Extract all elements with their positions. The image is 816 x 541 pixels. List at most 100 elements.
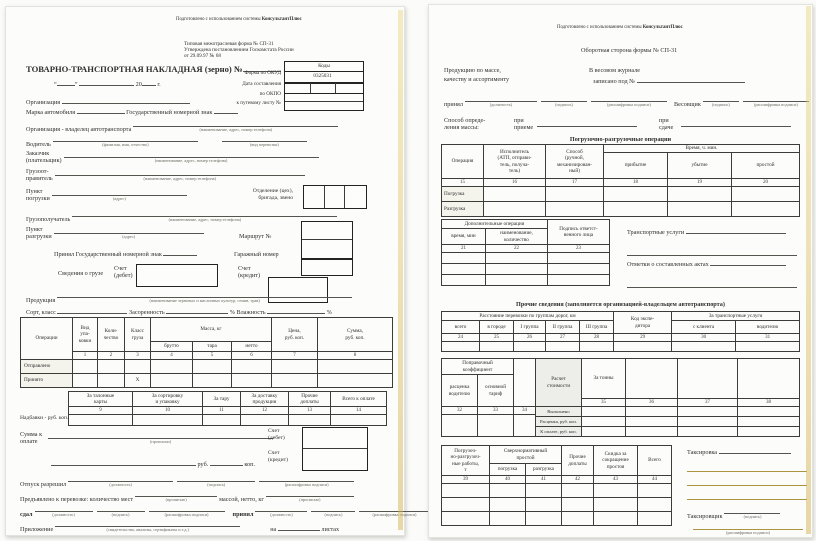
blank-doc-number: [242, 65, 281, 72]
col-header-34: [513, 358, 537, 407]
row-transport-services: Транспортные услуги: [627, 227, 786, 236]
blank-line: [687, 479, 807, 486]
col-header-arrival: прибытие: [603, 152, 668, 179]
col-num: 17: [545, 178, 604, 187]
row-taxer: Таксировщик (подпись): [687, 507, 782, 520]
field-release-sig-decode: (расшифровка подписи): [259, 475, 355, 487]
col-header-group3: III группа: [578, 320, 615, 334]
col-header-gross: брутто: [150, 341, 193, 352]
blank-line: [177, 475, 256, 482]
cell-empty: [150, 373, 193, 388]
label-journal-2: записано под №: [593, 78, 636, 85]
blank-line: [464, 95, 537, 102]
cell-empty: [735, 341, 801, 352]
col-num: 11: [202, 406, 241, 415]
caption-name-addr-phone: (наименование, адрес, номер телефона): [154, 158, 228, 164]
blank-transport-services: [685, 227, 786, 234]
label-cargo-info: Сведения о грузе: [58, 270, 104, 277]
date-code-cell: [284, 82, 364, 94]
col-header-group1: I группа: [513, 320, 546, 334]
cell-empty: [737, 426, 800, 437]
field-received-position: (должность): [255, 505, 308, 517]
field-handed-signature: (подпись): [96, 505, 145, 517]
label-contamination: Засоренность: [129, 309, 165, 316]
label-accepted: принял: [444, 101, 463, 108]
cell-empty: [677, 406, 738, 417]
field-customer: (наименование, адрес, номер телефона): [63, 151, 319, 164]
col-num: 12: [240, 406, 289, 415]
cell-empty: [731, 186, 800, 202]
col-num: 10: [132, 406, 203, 415]
field-transport-kind: (вид перевозки): [221, 135, 307, 147]
col-num: 40: [489, 475, 526, 484]
col-num: 14: [330, 406, 387, 415]
col-num: 29: [613, 333, 673, 342]
field-accepted-signature: (подпись): [540, 95, 587, 107]
blank-method-delivery-row: [681, 120, 791, 129]
col-num: 19: [667, 178, 732, 187]
blank-month: [79, 79, 135, 86]
col-header-discount: Скидка за сокращение простоя: [593, 445, 639, 476]
row-accepted-number: Принял Государственный номерной знак: [54, 249, 198, 258]
label-driver: Водитель: [26, 141, 51, 148]
cell-empty: [731, 201, 800, 217]
cell-empty: [97, 359, 125, 374]
caption-sig-decode: (расшифровка подписи): [607, 102, 651, 107]
garage-number-box: [301, 259, 353, 276]
coefficient-table: Поправочный коэффициент расценка водител…: [440, 358, 537, 437]
col-header-time-min: время, мин: [441, 228, 486, 245]
label-shipper: Грузоот- правитель: [26, 168, 53, 183]
label-release-allowed: Отпуск разрешил: [20, 481, 67, 488]
account-debit-box: [136, 264, 218, 287]
blank-line: [55, 520, 241, 527]
taxing-line-1: [687, 465, 807, 474]
label-rub: руб.: [197, 461, 209, 468]
cell-empty: [593, 497, 639, 512]
col-header-idle-loading: погрузка: [489, 463, 526, 476]
col-header-blank: [677, 358, 738, 399]
label-waybill-no: к путевому листу №: [236, 100, 281, 106]
caption-signature: (подпись): [207, 482, 226, 487]
label-journal-1: В весовом журнале: [589, 67, 641, 74]
col-num: 13: [288, 406, 331, 415]
cell-empty: [581, 416, 626, 427]
col-num: 26: [513, 333, 546, 342]
date-cell-divider1: [310, 83, 311, 93]
field-handed-sig-decode: (расшифровка подписи): [148, 505, 225, 517]
date-line: “ ” 20 г.: [54, 79, 161, 88]
col-header-forwarder-code: Код экспе- дитора: [613, 311, 673, 334]
blank-line: [135, 490, 218, 497]
consultant-brand: КонсультантПлюс: [261, 17, 302, 22]
col-header-sum: Сумма, руб. коп.: [317, 317, 393, 352]
cell-empty: [578, 341, 615, 352]
cell-empty: [484, 274, 549, 286]
col-header-tare-fee: За тару: [202, 391, 241, 407]
col-num: 30: [671, 333, 737, 342]
cell-empty: [513, 414, 537, 437]
section-title-loading: Погрузочно-разгрузочные операции: [569, 136, 672, 143]
label-account-credit: Счет (кредит): [238, 265, 261, 280]
department-cell-divider2: [344, 186, 345, 208]
col-num: 35: [581, 398, 626, 407]
row-weigher: Весовщик (подпись) (расшифровка подписи): [674, 95, 811, 108]
cell-empty: [737, 416, 800, 427]
consultant-prefix: Подготовлено с использованием системы: [176, 17, 262, 22]
caption-sig-decode: (расшифровка подписи): [164, 512, 209, 517]
codes-box: Коды 0325031: [284, 61, 364, 111]
col-header-mass: Масса, кг: [150, 317, 272, 342]
col-num: 22: [484, 244, 549, 253]
date-cell-divider2: [335, 83, 336, 93]
blank-state-number: [213, 107, 238, 114]
cell-empty: [625, 416, 678, 427]
cell-empty: [637, 511, 673, 526]
cell-empty: [68, 414, 133, 426]
label-account-credit2: Счет (кредит): [268, 450, 288, 463]
caption-position: (должность): [270, 512, 293, 517]
row-customer: Заказчик (плательщик) (наименование, адре…: [26, 150, 321, 165]
percent-sign: %: [326, 309, 332, 316]
caption-signature: (подпись): [711, 102, 730, 107]
page-front: Подготовлено с использованием системы Ко…: [5, 6, 430, 536]
col-header-price: Цена, руб. коп.: [271, 317, 318, 352]
blank-line: [51, 189, 187, 197]
loading-operations-table: Операция Исполнитель (АТП, отправи- тель…: [441, 144, 800, 217]
